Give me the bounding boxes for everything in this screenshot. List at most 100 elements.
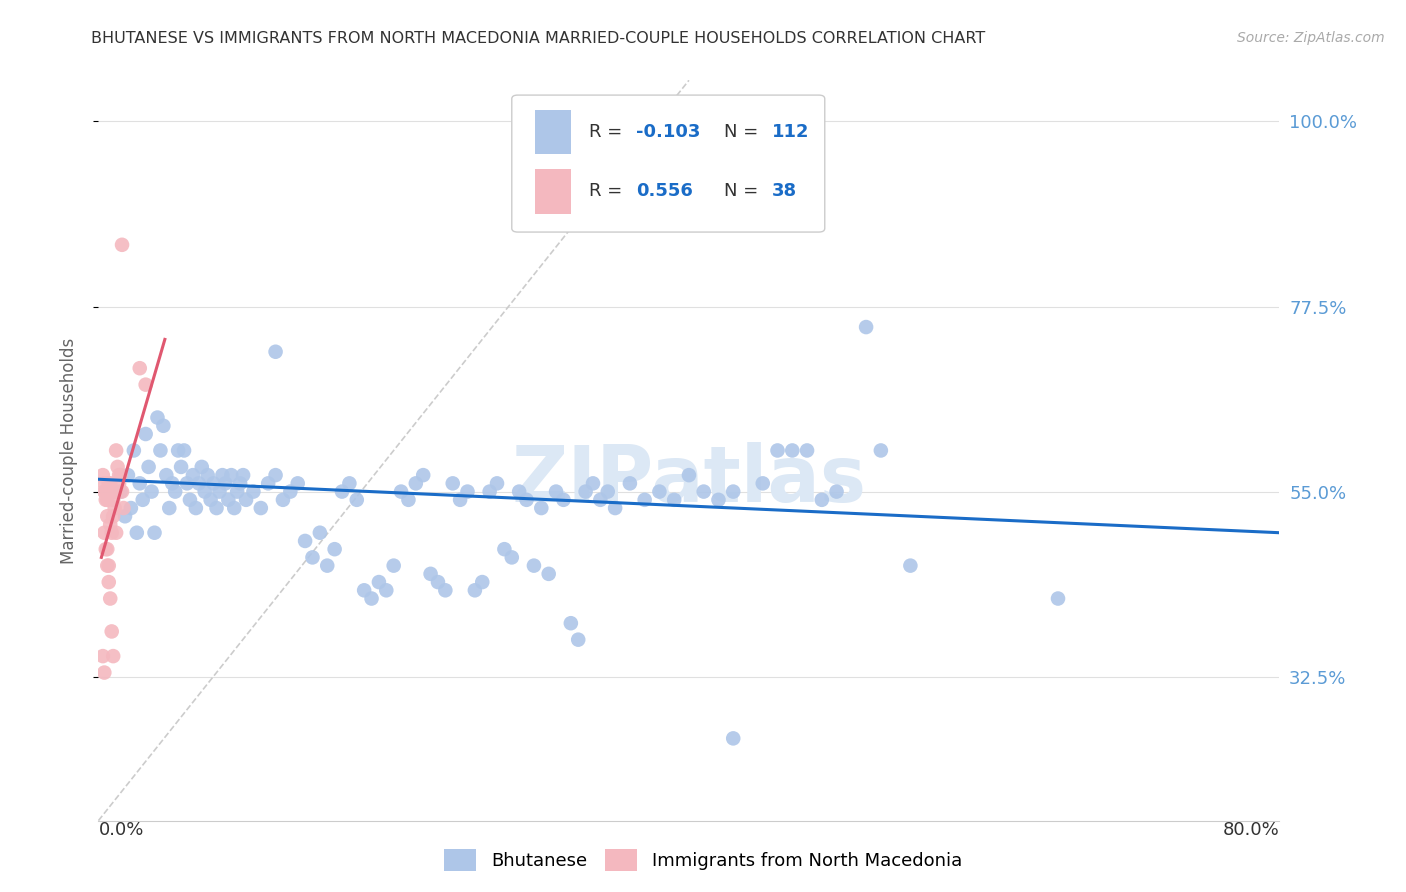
FancyBboxPatch shape: [512, 95, 825, 232]
Point: [108, 468, 131, 483]
Point: [96, 492, 118, 507]
Text: 112: 112: [772, 123, 808, 141]
Point: [596, 484, 619, 499]
Point: [105, 525, 128, 540]
Point: [330, 484, 353, 499]
Point: [478, 484, 501, 499]
Point: [98, 591, 121, 606]
Point: [128, 361, 150, 376]
Point: [523, 558, 546, 573]
Point: [375, 583, 398, 598]
Point: [693, 484, 716, 499]
Text: Source: ZipAtlas.com: Source: ZipAtlas.com: [1237, 31, 1385, 45]
Point: [242, 484, 264, 499]
Text: 0.0%: 0.0%: [98, 821, 143, 838]
Point: [486, 476, 509, 491]
Point: [250, 501, 273, 516]
Point: [93, 476, 115, 491]
Point: [112, 501, 135, 516]
Point: [825, 484, 848, 499]
Point: [301, 550, 323, 565]
Point: [271, 492, 294, 507]
Point: [766, 443, 789, 458]
Point: [457, 484, 479, 499]
Point: [309, 525, 332, 540]
Point: [94, 492, 117, 507]
Point: [582, 476, 605, 491]
Point: [143, 525, 166, 540]
Point: [217, 492, 239, 507]
Point: [103, 492, 125, 507]
Point: [187, 476, 209, 491]
Point: [157, 501, 180, 516]
Point: [634, 492, 657, 507]
Point: [752, 476, 775, 491]
Point: [508, 484, 530, 499]
Point: [162, 476, 183, 491]
Point: [398, 492, 420, 507]
Text: ZIPatlas: ZIPatlas: [512, 442, 866, 518]
Point: [323, 542, 346, 557]
Point: [339, 476, 361, 491]
Point: [93, 484, 115, 499]
Text: 38: 38: [772, 182, 797, 201]
Point: [412, 468, 434, 483]
Point: [235, 492, 257, 507]
Point: [125, 525, 148, 540]
Point: [197, 468, 219, 483]
Legend: Bhutanese, Immigrants from North Macedonia: Bhutanese, Immigrants from North Macedon…: [437, 842, 969, 879]
Point: [181, 468, 204, 483]
Text: R =: R =: [589, 123, 627, 141]
Point: [567, 632, 589, 647]
Bar: [536, 169, 571, 213]
Point: [191, 459, 214, 474]
Point: [855, 320, 877, 334]
Point: [149, 443, 172, 458]
Point: [96, 558, 118, 573]
Point: [1046, 591, 1070, 606]
Point: [96, 509, 118, 524]
Point: [100, 525, 122, 540]
Point: [128, 476, 150, 491]
Point: [202, 476, 225, 491]
Point: [184, 501, 207, 516]
Point: [120, 501, 142, 516]
Point: [360, 591, 382, 606]
Point: [110, 484, 132, 499]
Point: [389, 484, 412, 499]
Point: [167, 443, 190, 458]
Point: [589, 492, 612, 507]
Point: [471, 575, 494, 590]
Text: R =: R =: [589, 182, 633, 201]
Point: [419, 566, 441, 581]
Point: [796, 443, 818, 458]
Point: [900, 558, 922, 573]
Point: [224, 501, 246, 516]
Point: [537, 566, 560, 581]
Point: [200, 492, 222, 507]
Point: [111, 484, 134, 499]
Point: [94, 542, 117, 557]
Point: [516, 492, 538, 507]
Point: [316, 558, 339, 573]
Point: [155, 468, 177, 483]
Point: [208, 484, 231, 499]
Y-axis label: Married-couple Households: Married-couple Households: [59, 337, 77, 564]
Point: [501, 550, 523, 565]
Point: [782, 443, 804, 458]
Point: [723, 484, 745, 499]
Point: [264, 468, 287, 483]
Point: [353, 583, 375, 598]
Point: [346, 492, 368, 507]
Point: [176, 476, 198, 491]
Text: -0.103: -0.103: [636, 123, 700, 141]
Point: [707, 492, 730, 507]
Point: [678, 468, 700, 483]
Point: [553, 492, 575, 507]
Point: [434, 583, 457, 598]
Point: [205, 501, 228, 516]
Point: [664, 492, 686, 507]
Point: [810, 492, 832, 507]
Text: N =: N =: [724, 123, 765, 141]
Text: N =: N =: [724, 182, 765, 201]
